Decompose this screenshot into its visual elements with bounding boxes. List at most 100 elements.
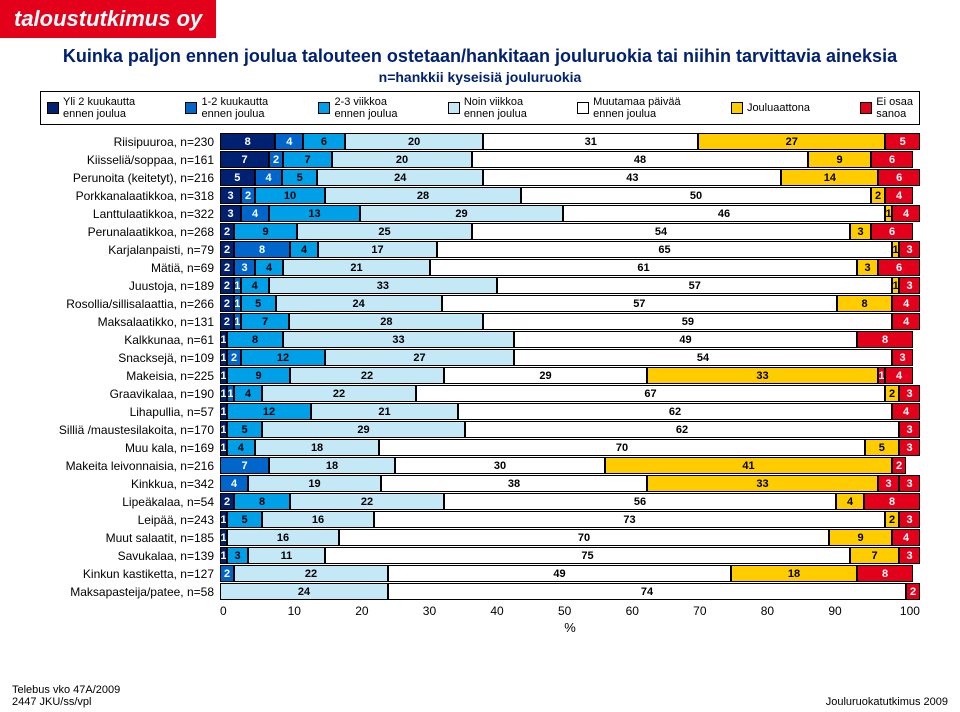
bar-segment: 4 [885,367,913,384]
chart-row: Maksalaatikko, n=13121728594 [40,313,920,330]
row-bar: 214335713 [220,277,920,294]
bar-segment: 24 [220,583,388,600]
row-bar: 1833498 [220,331,920,348]
bar-segment: 54 [514,349,892,366]
axis-tick: 0 [220,604,288,618]
bar-segment: 1 [220,349,227,366]
legend-item: Jouluaattona [731,102,810,114]
bar-segment: 4 [255,259,283,276]
bar-segment: 1 [892,241,899,258]
row-bar: 13117573 [220,547,920,564]
bar-segment: 12 [241,349,325,366]
row-bar: 419383333 [220,475,920,492]
row-bar: 28225648 [220,493,920,510]
bar-segment: 3 [899,421,920,438]
bar-segment: 2 [885,511,899,528]
chart-row: Graavikalaa, n=190114226723 [40,385,920,402]
bar-segment: 1 [220,529,227,546]
bar-segment: 6 [871,151,913,168]
chart-area: Riisipuuroa, n=2308462031275Kiisseliä/so… [40,133,920,635]
row-bar: 215245784 [220,295,920,312]
legend-label: Muutamaa päivääennen joulua [593,96,680,120]
row-bar: 1922293314 [220,367,920,384]
bar-segment: 3 [899,511,920,528]
bar-segment: 1 [878,367,885,384]
bar-segment: 11 [248,547,325,564]
chart-row: Lipeäkalaa, n=5428225648 [40,493,920,510]
bar-segment: 57 [497,277,892,294]
row-label: Mätiä, n=69 [40,259,220,276]
chart-subtitle: n=hankkii kyseisiä jouluruokia [0,69,960,85]
row-label: Graavikalaa, n=190 [40,385,220,402]
logo-text: taloustutkimus oy [14,6,202,31]
bar-segment: 8 [857,331,913,348]
legend-swatch [731,102,743,114]
bar-segment: 2 [269,151,283,168]
row-label: Maksalaatikko, n=131 [40,313,220,330]
bar-segment: 24 [276,295,442,312]
axis-tick: 20 [355,604,423,618]
bar-segment: 62 [458,403,892,420]
bar-segment: 3 [899,439,920,456]
bar-segment: 14 [781,169,878,186]
chart-row: Porkkanalaatikkoa, n=3183210285024 [40,187,920,204]
bar-segment: 2 [241,187,255,204]
bar-segment: 49 [388,565,731,582]
bar-segment: 62 [465,421,899,438]
bar-segment: 61 [430,259,857,276]
bar-segment: 59 [483,313,892,330]
row-bar: 22249188 [220,565,920,582]
chart-row: Rosollia/sillisalaattia, n=266215245784 [40,295,920,312]
bar-segment: 4 [892,295,920,312]
row-bar: 24742 [220,583,920,600]
bar-segment: 22 [290,493,444,510]
legend: Yli 2 kuukauttaennen joulua1-2 kuukautta… [40,91,920,125]
legend-swatch [860,102,872,114]
bar-segment: 73 [374,511,885,528]
row-label: Kalkkunaa, n=61 [40,331,220,348]
bar-segment: 3 [234,259,255,276]
bar-segment: 41 [605,457,892,474]
bar-segment: 22 [290,367,444,384]
bar-segment: 18 [269,457,395,474]
legend-item: Muutamaa päivääennen joulua [577,96,680,120]
row-bar: 71830412 [220,457,920,474]
bar-segment: 28 [325,187,521,204]
row-label: Makeita leivonnaisia, n=216 [40,457,220,474]
legend-label: Ei osaasanoa [876,96,913,120]
bar-segment: 19 [248,475,381,492]
bar-segment: 17 [318,241,437,258]
bar-segment: 46 [563,205,885,222]
chart-row: Juustoja, n=189214335713 [40,277,920,294]
bar-segment: 3 [892,349,913,366]
bar-segment: 43 [483,169,781,186]
bar-segment: 4 [885,187,913,204]
row-label: Juustoja, n=189 [40,277,220,294]
bar-segment: 1 [220,385,227,402]
bar-segment: 18 [255,439,380,456]
bar-segment: 27 [325,349,514,366]
bar-segment: 7 [241,313,290,330]
footer-left: Telebus vko 47A/2009 2447 JKU/ss/vpl [12,684,120,708]
bar-segment: 31 [483,133,698,150]
chart-row: Riisipuuroa, n=2308462031275 [40,133,920,150]
bar-segment: 1 [885,205,892,222]
chart-row: Kinkun kastiketta, n=12722249188 [40,565,920,582]
bar-segment: 22 [234,565,388,582]
chart-row: Savukalaa, n=13913117573 [40,547,920,564]
row-label: Perunalaatikkoa, n=268 [40,223,220,240]
bar-segment: 4 [241,205,269,222]
chart-row: Karjalanpaisti, n=79284176513 [40,241,920,258]
axis-tick: 70 [693,604,761,618]
bar-segment: 3 [220,187,241,204]
row-label: Porkkanalaatikkoa, n=318 [40,187,220,204]
bar-segment: 2 [220,565,234,582]
bar-segment: 4 [220,475,248,492]
row-label: Muu kala, n=169 [40,439,220,456]
bar-segment: 29 [444,367,647,384]
bar-segment: 48 [472,151,808,168]
chart-row: Perunalaatikkoa, n=26829255436 [40,223,920,240]
axis-tick: 80 [761,604,829,618]
bar-segment: 4 [255,169,283,186]
legend-label: Noin viikkoaennen joulua [464,96,527,120]
